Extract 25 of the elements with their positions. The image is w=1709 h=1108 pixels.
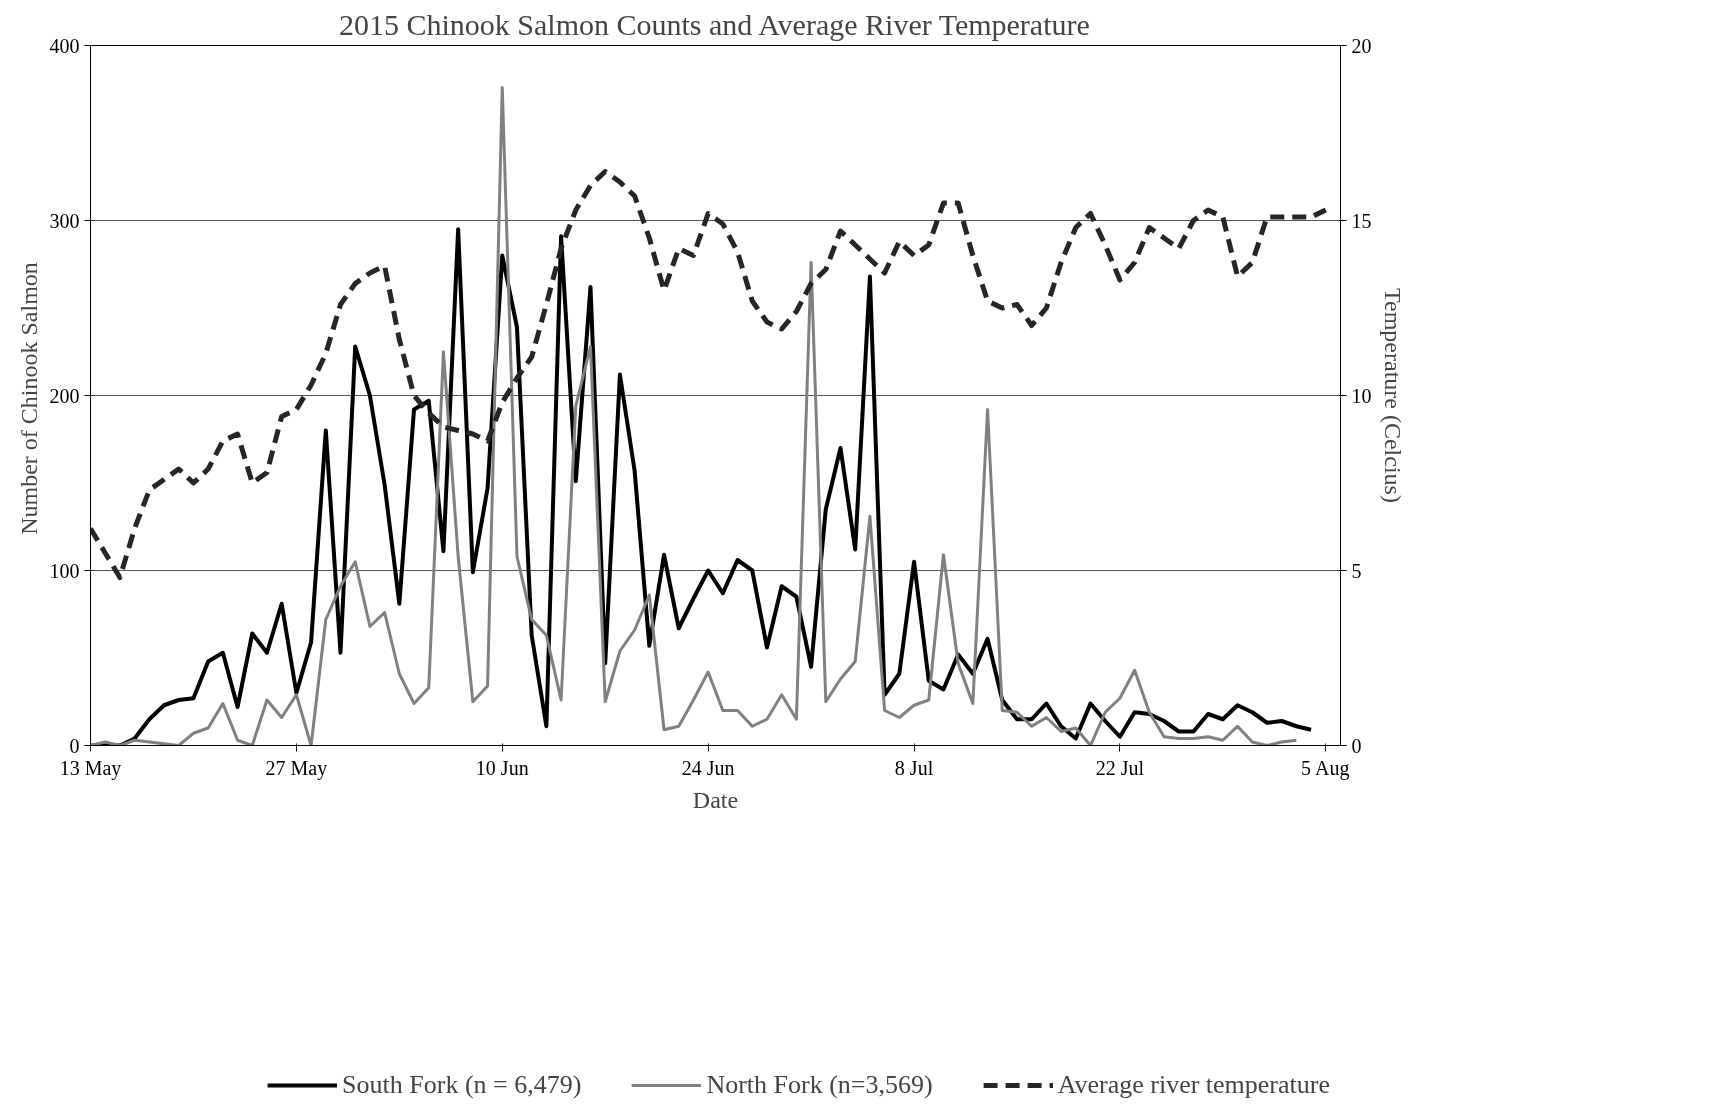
y2-tick-label: 20 xyxy=(1351,34,1372,57)
y-tick-label: 300 xyxy=(49,209,80,232)
legend-label: North Fork (n=3,569) xyxy=(706,1070,933,1100)
x-tick-label: 22 Jul xyxy=(1095,756,1145,779)
x-tick-label: 10 Jun xyxy=(475,756,529,779)
y-axis-title: Number of Chinook Salmon xyxy=(15,262,42,535)
y-tick-label: 200 xyxy=(49,384,80,407)
y2-tick-label: 0 xyxy=(1351,734,1362,757)
legend-label: South Fork (n = 6,479) xyxy=(342,1070,582,1100)
y2-tick-label: 10 xyxy=(1351,384,1372,407)
legend-label: Average river temperature xyxy=(1057,1070,1330,1100)
y2-axis-title: Temperature (Celcius) xyxy=(1379,288,1406,503)
x-tick-label: 27 May xyxy=(265,756,328,780)
x-tick-label: 24 Jun xyxy=(681,756,735,779)
y-tick-label: 100 xyxy=(49,559,80,582)
chart-title: 2015 Chinook Salmon Counts and Average River Temperature xyxy=(338,7,1090,41)
y2-tick-label: 5 xyxy=(1351,559,1362,582)
x-tick-label: 8 Jul xyxy=(894,756,934,779)
y2-tick-label: 15 xyxy=(1351,209,1372,232)
y-tick-label: 0 xyxy=(69,734,80,757)
line-series xyxy=(90,86,1298,746)
x-tick-label: 13 May xyxy=(59,756,122,780)
y-tick-label: 400 xyxy=(49,34,80,57)
x-tick-label: 5 Aug xyxy=(1301,756,1350,780)
x-axis-title: Date xyxy=(692,786,739,813)
